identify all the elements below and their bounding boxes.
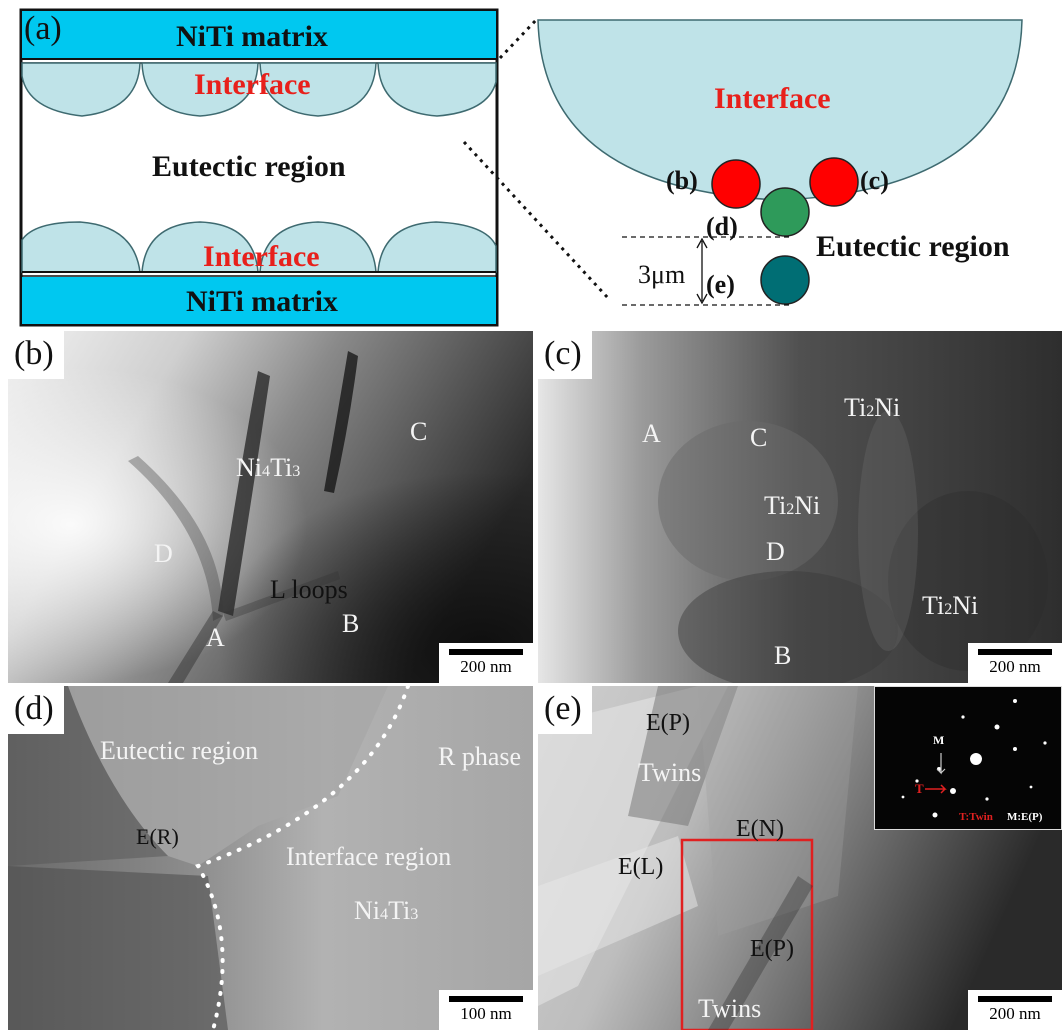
ti2ni-label-center: Ti2Ni [764,491,821,520]
panel-d-label: (d) [8,686,64,734]
panel-b-micrograph: (b) Ni4Ti3 C D L loops A B 200 nm [8,331,533,683]
zoom-eutectic-label: Eutectic region [816,230,1010,263]
marker-c-b: C [410,417,428,446]
twin-band-2 [628,686,738,826]
el-label: E(L) [618,854,664,880]
er-label: E(R) [136,824,179,849]
interface-bottom-label: Interface [203,240,320,273]
eutectic-label: Eutectic region [152,150,346,183]
twins-label-top: Twins [638,758,702,787]
scale-bar-c: 200 nm [968,643,1062,683]
mark-d: (d) [706,212,738,241]
saed-legend-t: T:Twin [959,811,993,823]
interface-dome-top-1 [21,62,141,117]
interface-dome-bottom-2 [141,221,259,273]
panel-a-schematic [19,8,1023,327]
saed-inset: M T T:Twin M:E(P) [874,686,1062,830]
panel-b-image [8,331,533,683]
ni4ti3-precipitate-2 [324,351,358,493]
zoom-interface-label: Interface [714,82,831,115]
panel-d-image [8,686,533,1030]
saed-m-label: M [933,733,945,747]
interface-dome-top-3 [259,62,377,117]
zoom-line-lower [462,140,610,300]
panel-d-micrograph: (d) Eutectic region R phase E(R) Interfa… [8,686,533,1030]
marker-a-c: A [642,419,661,448]
panel-b-label: (b) [8,331,64,379]
interface-dome-bottom-3 [259,221,377,273]
interface-dome-bottom-4 [377,221,497,273]
ti2ni-grain-center [658,421,838,581]
niti-matrix-bottom-label: NiTi matrix [186,285,338,318]
panel-e-micrograph: (e) E(P) Twins E(N) E(L) E(P) Twins M T … [538,686,1062,1030]
en-label: E(N) [736,816,784,842]
eutectic-grain [68,686,388,866]
panel-c-image [538,331,1062,683]
ti2ni-grain-right [888,491,1048,671]
marker-d-c: D [766,537,785,566]
saed-arrow-t [925,784,947,794]
mark-c: (c) [860,166,889,195]
spot-e [760,255,810,305]
ni4ti3-label-b: Ni4Ti3 [236,453,301,482]
ep-label-top: E(P) [646,710,690,736]
niti-matrix-bottom [22,277,496,324]
interface-dome-top-4 [377,62,497,117]
spot-b [711,159,761,209]
ni4ti3-precipitate-1 [218,371,270,616]
l-loops-label: L loops [270,575,348,604]
niti-matrix-top [22,11,496,59]
spot-c [809,157,859,207]
ni4ti3-label-d: Ni4Ti3 [354,896,419,925]
twins-label-box: Twins [698,994,762,1023]
ep-label-box: E(P) [750,936,794,962]
panel-c-micrograph: (c) Ti2Ni Ti2Ni Ti2Ni A C D B 200 nm [538,331,1062,683]
panel-e-label: (e) [538,686,592,734]
niti-matrix-top-label: NiTi matrix [176,20,328,53]
scale-bar-e: 200 nm [968,990,1062,1030]
panel-a-label: (a) [24,10,62,47]
ti2ni-label-top: Ti2Ni [844,393,901,422]
saed-central-spot [970,753,982,765]
marker-d-b: D [154,539,173,568]
interface-dome-bottom-1 [21,221,141,273]
panel-c-label: (c) [538,331,592,379]
scale-bar-d: 100 nm [439,990,533,1030]
ti2ni-label-right: Ti2Ni [922,591,979,620]
mark-e: (e) [706,270,735,299]
highlight-box [680,838,814,1030]
interface-region-label: Interface region [286,842,452,871]
saed-legend-m: M:E(P) [1007,811,1043,823]
interface-boundary-dotted [195,686,410,1030]
saed-t-label: T [915,781,924,796]
scale-bar-b: 200 nm [439,643,533,683]
distance-label: 3μm [638,260,686,289]
zoom-line-upper [498,16,540,60]
marker-c-c: C [750,423,768,452]
interface-dome-top-2 [141,62,259,117]
interface-top-label: Interface [194,68,311,101]
saed-arrow-m [936,753,946,775]
r-phase-label: R phase [438,742,522,771]
spot-d [760,187,810,237]
marker-a-b: A [206,623,225,652]
saed-pattern [901,699,1047,818]
mark-b: (b) [666,166,698,195]
eutectic-region-label-d: Eutectic region [100,736,259,765]
marker-b-b: B [342,609,360,638]
marker-b-c: B [774,641,792,670]
panel-a: (a) NiTi matrix Interface Eutectic regio… [0,0,1062,330]
